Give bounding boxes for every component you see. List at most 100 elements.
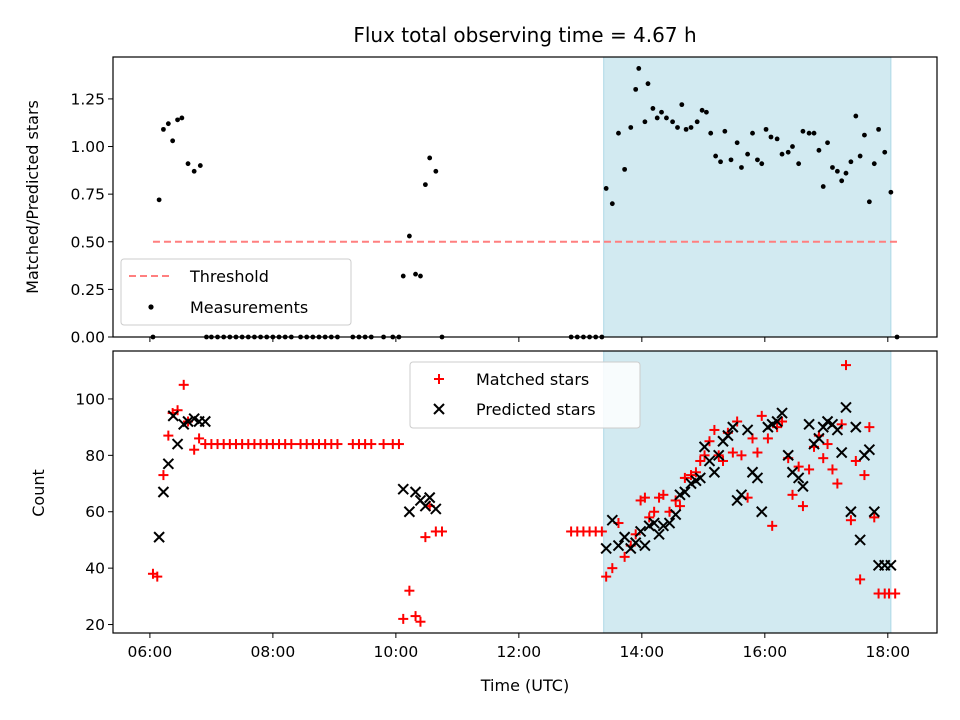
- measurement-point: [400, 273, 406, 279]
- top-legend: Threshold Measurements: [120, 258, 352, 326]
- predicted-star-point: [171, 438, 184, 450]
- matched-star-point: [398, 613, 409, 624]
- measurement-point: [675, 125, 680, 130]
- measurement-point: [750, 130, 755, 136]
- predicted-star-point: [167, 410, 179, 422]
- matched-star-point: [777, 416, 788, 427]
- measurement-point: [633, 86, 639, 92]
- measurement-point: [755, 157, 760, 163]
- matched-star-point: [752, 447, 763, 458]
- top-ytick-label: 1.25: [70, 90, 105, 108]
- measurement-point: [722, 128, 728, 134]
- legend-predicted-swatch: [433, 403, 445, 415]
- measurement-point: [670, 119, 675, 125]
- measurement-point: [739, 165, 744, 170]
- matched-star-point: [189, 444, 200, 455]
- measurement-point: [728, 157, 734, 163]
- matched-star-point: [679, 472, 690, 483]
- matched-star-point: [762, 433, 773, 444]
- predicted-star-point: [157, 486, 170, 498]
- measurement-point: [763, 126, 769, 132]
- matched-star-point: [869, 512, 880, 523]
- measurement-point: [820, 184, 826, 189]
- measurement-point: [161, 126, 166, 132]
- measurement-point: [790, 144, 795, 149]
- predicted-star-point: [397, 483, 409, 495]
- predicted-star-point: [703, 455, 716, 467]
- measurement-point: [704, 109, 709, 115]
- matched-star-point: [639, 492, 650, 503]
- measurement-point: [800, 128, 806, 134]
- predicted-stars-points: [153, 401, 897, 572]
- matched-star-point: [747, 433, 758, 444]
- matched-star-point: [415, 616, 426, 627]
- measurement-point: [156, 197, 162, 203]
- predicted-star-point: [423, 491, 436, 504]
- matched-star-point: [699, 450, 710, 461]
- top-axes-frame: [112, 56, 938, 338]
- matched-star-point: [840, 360, 851, 371]
- measurement-point: [406, 233, 412, 239]
- measurement-point: [785, 149, 791, 155]
- matched-star-point: [420, 532, 431, 543]
- matched-star-point: [793, 461, 804, 472]
- predicted-star-point: [698, 441, 711, 453]
- predicted-star-point: [735, 489, 748, 501]
- predicted-star-point: [648, 517, 660, 529]
- measurement-point: [888, 189, 894, 195]
- matched-star-point: [736, 450, 747, 461]
- predicted-star-point: [708, 466, 721, 478]
- count-panel: 20 40 60 80 100 06:00 08:00 10:00 12:00 14:00 16:0…: [29, 350, 938, 695]
- matched-star-point: [152, 571, 163, 582]
- measurement-point: [636, 66, 642, 71]
- top-ytick-label: 0.00: [70, 329, 105, 347]
- bottom-ytick-label: 80: [85, 447, 105, 465]
- predicted-star-point: [771, 415, 783, 428]
- measurement-point: [422, 182, 428, 188]
- bottom-xtick-label: 16:00: [742, 643, 787, 661]
- matched-star-point: [366, 439, 377, 450]
- matched-star-point: [787, 489, 798, 500]
- measurement-point: [170, 138, 176, 144]
- predicted-star-point: [803, 418, 815, 431]
- measurement-point: [694, 119, 700, 125]
- measurement-point: [645, 81, 651, 87]
- matched-star-point: [695, 455, 706, 466]
- measurement-point: [759, 161, 765, 167]
- measurement-point: [650, 106, 656, 111]
- matched-star-point: [845, 515, 856, 526]
- matched-star-point: [864, 422, 875, 433]
- measurement-point: [839, 178, 845, 184]
- measurement-point: [862, 132, 867, 138]
- bottom-xtick-label: 12:00: [497, 643, 542, 661]
- bottom-ytick-label: 100: [75, 390, 105, 408]
- bottom-legend: Matched stars Predicted stars: [409, 361, 641, 429]
- matched-star-point: [163, 430, 174, 441]
- measurement-point: [699, 107, 705, 113]
- matched-star-point: [649, 506, 660, 517]
- measurement-point: [664, 115, 669, 121]
- matched-star-point: [818, 453, 829, 464]
- predicted-star-point: [199, 415, 211, 428]
- matched-star-point: [286, 439, 297, 450]
- matched-star-point: [436, 526, 447, 537]
- predicted-star-point: [868, 506, 880, 518]
- bottom-xtick-label: 08:00: [251, 643, 296, 661]
- measurement-point: [834, 168, 840, 174]
- measurement-point: [185, 161, 191, 167]
- matched-star-point: [607, 563, 618, 574]
- predicted-star-point: [182, 415, 194, 428]
- predicted-star-point: [639, 539, 651, 552]
- predicted-star-point: [776, 407, 788, 419]
- predicted-star-point: [153, 531, 165, 543]
- measurement-point: [413, 271, 418, 277]
- predicted-star-point: [419, 500, 432, 512]
- top-ytick-label: 1.00: [70, 138, 105, 156]
- matched-star-point: [404, 585, 415, 596]
- predicted-star-point: [618, 531, 631, 543]
- bottom-ytick-label: 60: [85, 503, 105, 521]
- measurement-point: [857, 153, 863, 159]
- measurement-point: [197, 163, 203, 168]
- matched-star-point: [658, 489, 669, 500]
- measurement-point: [871, 161, 877, 167]
